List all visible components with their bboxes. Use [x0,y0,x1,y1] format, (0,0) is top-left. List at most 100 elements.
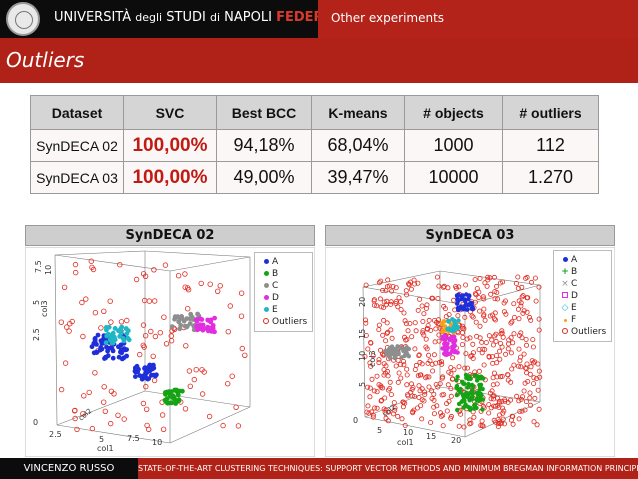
cluster-point [394,347,399,352]
outlier-point [517,358,523,364]
outlier-point [420,330,426,336]
cluster-point [440,334,446,340]
outlier-point [535,387,541,393]
outlier-point [495,395,501,401]
outlier-point [497,348,503,354]
outlier-point [385,373,391,379]
outlier-point [406,282,412,288]
outlier-point [518,330,524,336]
cluster-point [462,404,468,409]
table-cell: 10000 [404,161,503,194]
outlier-point [408,279,414,285]
outlier-point [487,313,493,319]
cluster-point [478,396,483,401]
outlier-point [481,296,487,302]
outlier-point [185,287,192,293]
outlier-point [404,337,410,343]
cluster-point [208,326,214,332]
outlier-point [136,351,143,358]
outlier-point [140,342,146,348]
outlier-point [440,374,446,380]
cluster-point [389,352,394,357]
outlier-point [384,320,390,326]
outlier-point [477,323,483,329]
outlier-point [431,397,437,403]
outlier-point [524,370,530,376]
outlier-point [515,285,521,291]
outlier-point [470,341,476,347]
outlier-point [419,416,425,422]
outlier-point [515,306,521,312]
outlier-point [483,340,489,346]
box-edge [362,286,366,418]
cluster-point [151,372,157,378]
outlier-point [446,369,452,375]
cluster-point [170,393,176,399]
cluster-point [480,407,485,412]
outlier-point [388,327,394,333]
outlier-point [199,391,206,397]
outlier-point [171,326,178,332]
outlier-point [516,298,522,304]
cluster-point [467,294,472,299]
legend-item: D [260,292,307,304]
table-cell: 100,00% [123,161,217,194]
outlier-point [491,370,497,376]
outlier-point [528,317,534,323]
outlier-point [140,271,147,277]
cluster-point [389,344,395,349]
outlier-point [530,337,536,343]
outlier-point [499,344,505,350]
x-axis-tick: 7.5 [127,434,140,443]
outlier-point [479,422,485,428]
outlier-point [494,374,500,380]
outlier-point [386,409,392,415]
outlier-point [521,308,527,314]
outlier-point [531,375,537,381]
legend-label: D [272,293,279,303]
cluster-point [102,356,107,361]
cluster-point [385,352,391,357]
outlier-point [501,300,507,306]
table-cell: SynDECA 02 [30,129,124,162]
green-plus-icon: + [561,267,569,277]
outlier-point [441,392,447,398]
outlier-point [365,403,371,409]
outlier-point [497,356,503,362]
outlier-point [401,362,407,368]
outlier-point [402,318,408,324]
outlier-point [374,303,380,309]
outlier-point [523,399,529,405]
outlier-point [518,364,524,370]
green-dot-icon [260,268,272,280]
outlier-point [481,313,487,319]
outlier-point [497,374,503,380]
cluster-point [467,407,473,413]
right-panel-title: SynDECA 03 [325,225,615,246]
outlier-point [405,392,411,398]
outlier-point [448,393,454,399]
table-row: SynDECA 02 100,00% 94,18% 68,04% 1000 11… [30,129,599,162]
outlier-point [410,410,416,416]
outlier-point [161,314,167,320]
legend-label: Outliers [571,327,607,337]
outlier-point [98,325,104,331]
outlier-point [500,405,506,411]
legend-label: E [272,305,278,315]
x-axis-tick: 0 [353,416,358,425]
outlier-point [417,296,423,302]
outlier-point [398,362,404,368]
outlier-point [401,359,407,365]
cluster-point [142,366,147,371]
legend-label: E [571,303,577,313]
outlier-point [101,384,107,390]
cluster-point [399,355,404,360]
outlier-point [405,328,411,334]
cluster-point [461,381,466,386]
footer-bar: VINCENZO RUSSO STATE-OF-THE-ART CLUSTERI… [0,458,638,479]
legend-label: A [571,255,578,265]
outlier-point [370,412,376,418]
outlier-point [426,374,432,380]
outlier-point [508,379,514,385]
outlier-point [62,360,69,366]
